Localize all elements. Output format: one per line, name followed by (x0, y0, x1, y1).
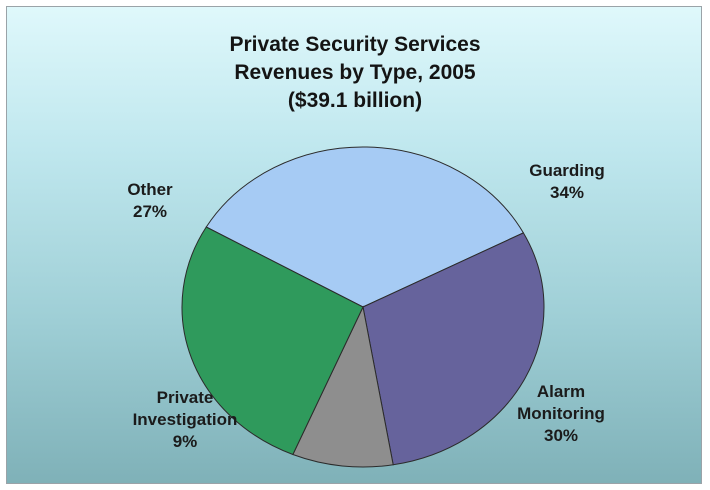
pie-chart: Guarding 34% Alarm Monitoring 30% Private Inve… (127, 146, 605, 468)
pie-slice-other (181, 226, 364, 456)
chart-subtitle-line-1: Revenues by Type, 2005 (234, 61, 476, 84)
pie-slice-alarm-monitoring (362, 232, 545, 466)
slice-label-other: Other 27% (127, 180, 173, 221)
slice-label-alarm-monitoring: Alarm Monitoring 30% (517, 382, 605, 445)
chart-frame: Private Security Services Revenues by Ty… (6, 6, 702, 484)
pie-slice-private-investigation (292, 305, 394, 468)
chart-subtitle-line-2: ($39.1 billion) (287, 89, 423, 112)
chart-title: Private Security Services (229, 33, 481, 56)
chart-title-block: Private Security Services Revenues by Ty… (7, 31, 703, 115)
slice-label-guarding: Guarding 34% (529, 161, 605, 202)
slice-label-private-investigation: Private Investigation 9% (133, 388, 238, 451)
